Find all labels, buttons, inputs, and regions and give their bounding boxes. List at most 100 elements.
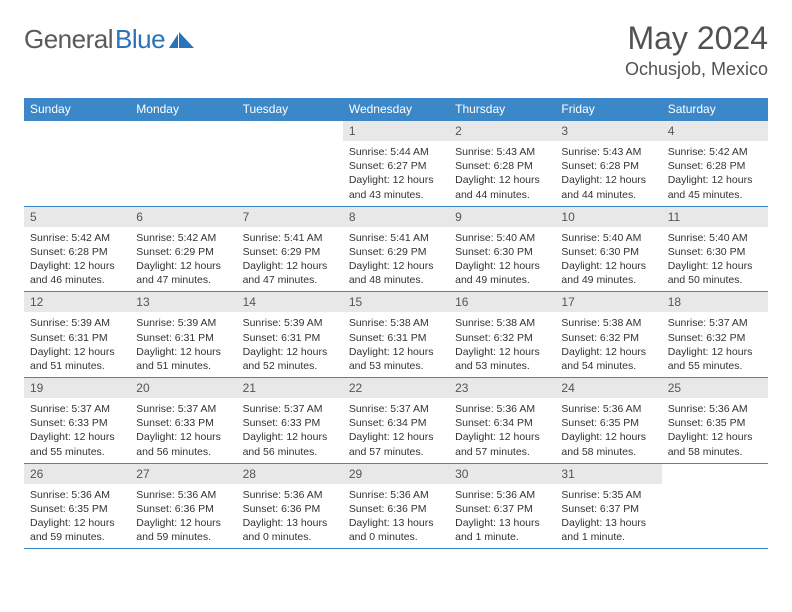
day-number: 1 bbox=[343, 121, 449, 141]
daylight-text: Daylight: 12 hours and 57 minutes. bbox=[349, 430, 443, 458]
day-number: 23 bbox=[449, 378, 555, 398]
day-details: Sunrise: 5:44 AMSunset: 6:27 PMDaylight:… bbox=[343, 141, 449, 206]
sunset-text: Sunset: 6:28 PM bbox=[30, 245, 124, 259]
day-number: 12 bbox=[24, 292, 130, 312]
sunrise-text: Sunrise: 5:36 AM bbox=[668, 402, 762, 416]
sunset-text: Sunset: 6:31 PM bbox=[136, 331, 230, 345]
daylight-text: Daylight: 12 hours and 53 minutes. bbox=[455, 345, 549, 373]
sunset-text: Sunset: 6:34 PM bbox=[455, 416, 549, 430]
day-cell: 25Sunrise: 5:36 AMSunset: 6:35 PMDayligh… bbox=[662, 378, 768, 464]
dayhead-mon: Monday bbox=[130, 98, 236, 121]
daylight-text: Daylight: 12 hours and 45 minutes. bbox=[668, 173, 762, 201]
sunrise-text: Sunrise: 5:37 AM bbox=[668, 316, 762, 330]
day-number: 10 bbox=[555, 207, 661, 227]
day-number: 7 bbox=[237, 207, 343, 227]
daylight-text: Daylight: 13 hours and 1 minute. bbox=[561, 516, 655, 544]
sunset-text: Sunset: 6:31 PM bbox=[243, 331, 337, 345]
day-cell: 5Sunrise: 5:42 AMSunset: 6:28 PMDaylight… bbox=[24, 206, 130, 292]
day-cell: 24Sunrise: 5:36 AMSunset: 6:35 PMDayligh… bbox=[555, 378, 661, 464]
daylight-text: Daylight: 12 hours and 46 minutes. bbox=[30, 259, 124, 287]
day-number: 3 bbox=[555, 121, 661, 141]
day-details: Sunrise: 5:38 AMSunset: 6:31 PMDaylight:… bbox=[343, 312, 449, 377]
day-details: Sunrise: 5:37 AMSunset: 6:33 PMDaylight:… bbox=[237, 398, 343, 463]
daylight-text: Daylight: 12 hours and 59 minutes. bbox=[136, 516, 230, 544]
day-number: 9 bbox=[449, 207, 555, 227]
daylight-text: Daylight: 12 hours and 58 minutes. bbox=[668, 430, 762, 458]
sunset-text: Sunset: 6:36 PM bbox=[243, 502, 337, 516]
day-cell bbox=[24, 121, 130, 207]
daylight-text: Daylight: 12 hours and 51 minutes. bbox=[136, 345, 230, 373]
day-number: 14 bbox=[237, 292, 343, 312]
sunrise-text: Sunrise: 5:40 AM bbox=[455, 231, 549, 245]
dayhead-fri: Friday bbox=[555, 98, 661, 121]
day-cell bbox=[130, 121, 236, 207]
sunrise-text: Sunrise: 5:42 AM bbox=[30, 231, 124, 245]
sunset-text: Sunset: 6:30 PM bbox=[561, 245, 655, 259]
day-cell: 12 Sunrise: 5:39 AMSunset: 6:31 PMDayligh… bbox=[24, 292, 130, 378]
daylight-text: Daylight: 12 hours and 48 minutes. bbox=[349, 259, 443, 287]
day-details: Sunrise: 5:43 AMSunset: 6:28 PMDaylight:… bbox=[555, 141, 661, 206]
sunrise-text: Sunrise: 5:39 AM bbox=[136, 316, 230, 330]
brand-part1: General bbox=[24, 24, 113, 55]
week-row: 5Sunrise: 5:42 AMSunset: 6:28 PMDaylight… bbox=[24, 206, 768, 292]
day-details: Sunrise: 5:41 AMSunset: 6:29 PMDaylight:… bbox=[343, 227, 449, 292]
week-row: 19Sunrise: 5:37 AMSunset: 6:33 PMDayligh… bbox=[24, 378, 768, 464]
sunrise-text: Sunrise: 5:36 AM bbox=[561, 402, 655, 416]
daylight-text: Daylight: 12 hours and 51 minutes. bbox=[30, 345, 124, 373]
sunrise-text: Sunrise: 5:37 AM bbox=[136, 402, 230, 416]
week-row: 1Sunrise: 5:44 AMSunset: 6:27 PMDaylight… bbox=[24, 121, 768, 207]
day-cell: 26Sunrise: 5:36 AMSunset: 6:35 PMDayligh… bbox=[24, 463, 130, 548]
day-cell: 16Sunrise: 5:38 AMSunset: 6:32 PMDayligh… bbox=[449, 292, 555, 378]
sunset-text: Sunset: 6:28 PM bbox=[561, 159, 655, 173]
day-details: Sunrise: 5:37 AMSunset: 6:34 PMDaylight:… bbox=[343, 398, 449, 463]
week-row: 26Sunrise: 5:36 AMSunset: 6:35 PMDayligh… bbox=[24, 463, 768, 548]
day-number: 16 bbox=[449, 292, 555, 312]
daylight-text: Daylight: 12 hours and 43 minutes. bbox=[349, 173, 443, 201]
day-details: Sunrise: 5:42 AMSunset: 6:28 PMDaylight:… bbox=[24, 227, 130, 292]
day-cell: 13Sunrise: 5:39 AMSunset: 6:31 PMDayligh… bbox=[130, 292, 236, 378]
day-cell: 15Sunrise: 5:38 AMSunset: 6:31 PMDayligh… bbox=[343, 292, 449, 378]
day-number: 29 bbox=[343, 464, 449, 484]
daylight-text: Daylight: 12 hours and 55 minutes. bbox=[30, 430, 124, 458]
sunset-text: Sunset: 6:35 PM bbox=[668, 416, 762, 430]
sunset-text: Sunset: 6:29 PM bbox=[349, 245, 443, 259]
day-details: Sunrise: 5:37 AMSunset: 6:32 PMDaylight:… bbox=[662, 312, 768, 377]
daylight-text: Daylight: 13 hours and 1 minute. bbox=[455, 516, 549, 544]
sunrise-text: Sunrise: 5:38 AM bbox=[561, 316, 655, 330]
sunset-text: Sunset: 6:31 PM bbox=[349, 331, 443, 345]
daylight-text: Daylight: 12 hours and 47 minutes. bbox=[243, 259, 337, 287]
sunrise-text: Sunrise: 5:37 AM bbox=[243, 402, 337, 416]
sunrise-text: Sunrise: 5:39 AM bbox=[30, 316, 124, 330]
daylight-text: Daylight: 12 hours and 50 minutes. bbox=[668, 259, 762, 287]
sunrise-text: Sunrise: 5:41 AM bbox=[243, 231, 337, 245]
sunset-text: Sunset: 6:30 PM bbox=[455, 245, 549, 259]
sunset-text: Sunset: 6:33 PM bbox=[136, 416, 230, 430]
sunrise-text: Sunrise: 5:36 AM bbox=[455, 402, 549, 416]
day-cell bbox=[237, 121, 343, 207]
sunrise-text: Sunrise: 5:44 AM bbox=[349, 145, 443, 159]
daylight-text: Daylight: 12 hours and 44 minutes. bbox=[455, 173, 549, 201]
day-cell bbox=[662, 463, 768, 548]
daylight-text: Daylight: 12 hours and 59 minutes. bbox=[30, 516, 124, 544]
sunset-text: Sunset: 6:32 PM bbox=[668, 331, 762, 345]
day-cell: 14Sunrise: 5:39 AMSunset: 6:31 PMDayligh… bbox=[237, 292, 343, 378]
daylight-text: Daylight: 12 hours and 57 minutes. bbox=[455, 430, 549, 458]
day-number: 24 bbox=[555, 378, 661, 398]
daylight-text: Daylight: 12 hours and 54 minutes. bbox=[561, 345, 655, 373]
day-cell: 28Sunrise: 5:36 AMSunset: 6:36 PMDayligh… bbox=[237, 463, 343, 548]
day-number: 2 bbox=[449, 121, 555, 141]
dayhead-tue: Tuesday bbox=[237, 98, 343, 121]
sunset-text: Sunset: 6:37 PM bbox=[455, 502, 549, 516]
brand-part2: Blue bbox=[115, 24, 165, 55]
day-number: 19 bbox=[24, 378, 130, 398]
sunset-text: Sunset: 6:33 PM bbox=[30, 416, 124, 430]
day-cell: 19Sunrise: 5:37 AMSunset: 6:33 PMDayligh… bbox=[24, 378, 130, 464]
day-cell: 1Sunrise: 5:44 AMSunset: 6:27 PMDaylight… bbox=[343, 121, 449, 207]
header: General Blue May 2024 Ochusjob, Mexico bbox=[24, 20, 768, 80]
sunset-text: Sunset: 6:32 PM bbox=[561, 331, 655, 345]
day-details: Sunrise: 5:36 AMSunset: 6:35 PMDaylight:… bbox=[662, 398, 768, 463]
day-details: Sunrise: 5:36 AMSunset: 6:35 PMDaylight:… bbox=[24, 484, 130, 549]
sunset-text: Sunset: 6:31 PM bbox=[30, 331, 124, 345]
day-number: 22 bbox=[343, 378, 449, 398]
day-cell: 27Sunrise: 5:36 AMSunset: 6:36 PMDayligh… bbox=[130, 463, 236, 548]
